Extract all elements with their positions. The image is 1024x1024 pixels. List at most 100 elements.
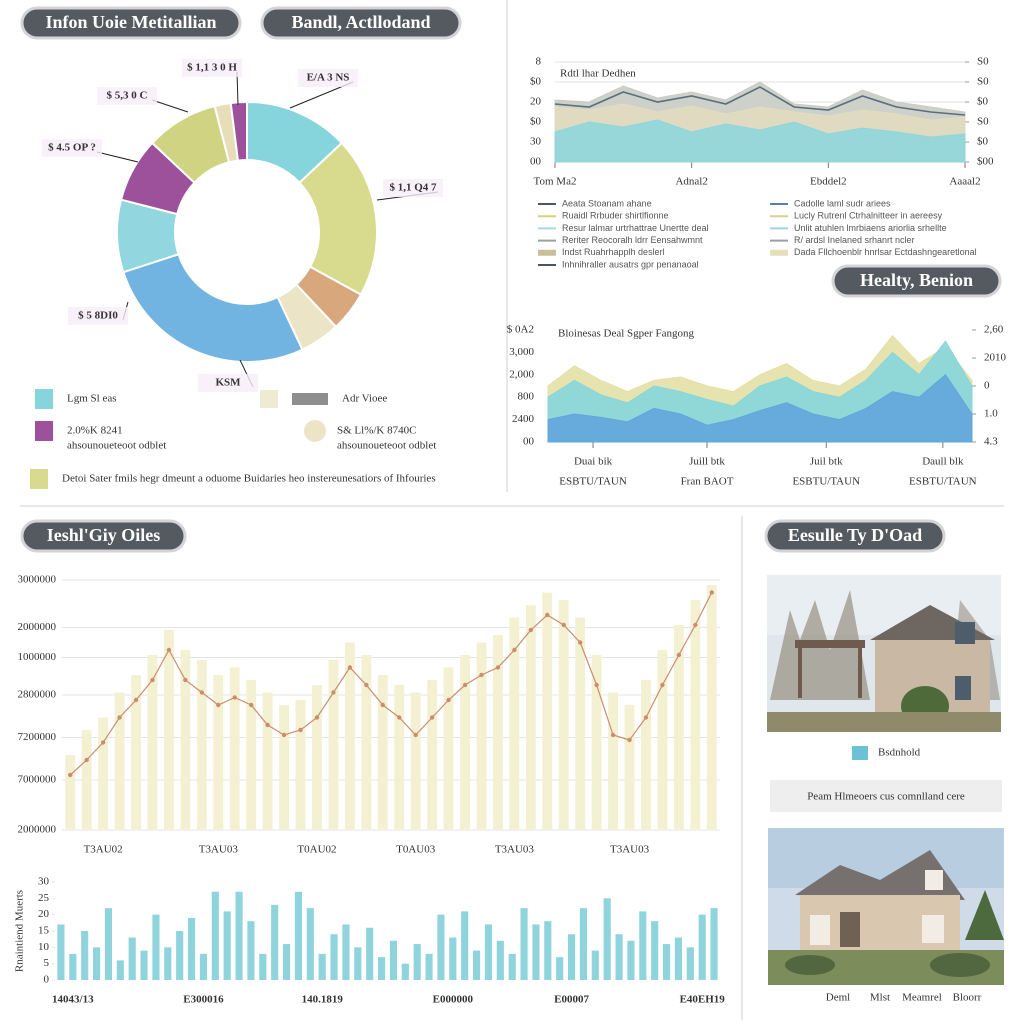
bar (575, 617, 586, 830)
y-tick-label: 1000000 (18, 651, 57, 663)
photo-label: Bloorr (953, 992, 982, 1004)
bar (706, 585, 717, 830)
legend-label: Indst Ruahrhapplh deslerl (562, 247, 665, 257)
data-label: $ 5,3 0 C (107, 90, 148, 102)
bar (116, 960, 124, 980)
y-axis-label: Rnaintiend Muerts (14, 890, 26, 972)
bar (639, 911, 647, 980)
bar (674, 937, 682, 980)
y-tick-label: 15 (38, 925, 50, 937)
y-tick-label: 7200000 (18, 731, 57, 743)
bar (520, 908, 528, 980)
bar (98, 717, 109, 830)
y2-tick-label: 2,60 (984, 324, 1004, 336)
bar (246, 680, 257, 830)
bar (223, 911, 231, 980)
bar (344, 642, 355, 830)
y2-tick-label: S0 (977, 76, 989, 88)
series-line (69, 592, 713, 776)
y-tick-label: 10 (38, 941, 50, 953)
bar (152, 914, 160, 980)
y-tick-label: 3,000 (509, 346, 534, 358)
legend-label: S& Ll%/K 8740C (337, 425, 416, 437)
line-point (199, 690, 205, 695)
bar (229, 667, 240, 830)
data-label: E/A 3 NS (307, 72, 350, 84)
x-tick-label: T3AU03 (610, 844, 650, 856)
line-point (281, 732, 287, 738)
legend-label: Reriter Reocoralh ldrr Eensahwmnt (562, 235, 703, 245)
legend-label: Detoi Sater fmils hegr dmeunt a oduome B… (62, 473, 436, 485)
leader-line (151, 99, 189, 113)
pie-slice (122, 252, 304, 363)
y2-tick-label: 1.0 (984, 408, 998, 420)
bar (525, 605, 536, 830)
bar (496, 940, 504, 980)
bar (508, 953, 516, 980)
bar (163, 630, 174, 830)
title-pill (20, 6, 242, 40)
x-tick-label: ESBTU/TAUN (909, 476, 977, 488)
bar (213, 675, 224, 830)
y-tick-label: 00 (523, 436, 535, 448)
bar (196, 660, 207, 830)
line-point (364, 682, 369, 688)
y-tick-label: $0 (530, 116, 542, 128)
legend-label: Cadolle laml sudr ariees (794, 198, 891, 208)
y-tick-label: 20 (530, 96, 542, 108)
legend-label: Adr Vioee (342, 393, 387, 405)
line-point (446, 697, 451, 703)
bar (377, 675, 388, 830)
y-tick-label: 3000000 (18, 574, 57, 586)
bar (542, 592, 553, 830)
line-point (314, 715, 320, 720)
bar (378, 957, 386, 980)
bar (556, 957, 564, 980)
series-area (547, 374, 973, 443)
x-tick-label: Adnal2 (675, 176, 707, 188)
house-photo (768, 828, 1004, 985)
bar (295, 700, 306, 830)
subtitle: Rdtl lhar Dedhen (560, 68, 636, 80)
legend-label: R/ ardsl Inelaned srhanrt ncler (794, 235, 915, 245)
bar (413, 944, 421, 980)
line-point (183, 677, 188, 683)
bar (312, 685, 322, 830)
line-point (512, 647, 517, 653)
bar (657, 650, 668, 830)
line-point (150, 677, 155, 683)
photo-label: Deml (826, 992, 850, 1004)
line-point (117, 715, 122, 720)
bar (164, 947, 172, 980)
bar (627, 940, 635, 980)
line-point (577, 640, 583, 645)
legend-swatch (260, 390, 278, 408)
line-point (429, 715, 435, 720)
bar (591, 950, 599, 980)
bar (608, 692, 619, 830)
series-line (554, 86, 966, 116)
x-tick-label: 14043/13 (52, 994, 94, 1006)
x-tick-label: Fran BAOT (681, 476, 734, 488)
line-point (676, 652, 682, 658)
bar (443, 667, 454, 830)
bar (128, 937, 136, 980)
line-point (84, 757, 89, 763)
legend-label: Unlit atuhlen lmrbiaens ariorlia srhellt… (794, 223, 947, 233)
x-tick-label: 140.1819 (302, 994, 344, 1006)
bar (624, 705, 635, 830)
bar (57, 924, 65, 980)
bar (673, 625, 684, 830)
bar (473, 950, 481, 980)
y-tick-label: 7000000 (18, 774, 57, 786)
pie-slice (298, 141, 378, 296)
bar (318, 953, 326, 980)
line-point (594, 682, 599, 688)
title: Eesulle Ty D'Oad (788, 525, 922, 545)
line-point (479, 672, 484, 678)
bar (114, 692, 125, 830)
x-tick-label: Juill btk (689, 456, 725, 468)
bar (651, 921, 659, 980)
bar (361, 655, 372, 830)
bar (401, 963, 409, 980)
